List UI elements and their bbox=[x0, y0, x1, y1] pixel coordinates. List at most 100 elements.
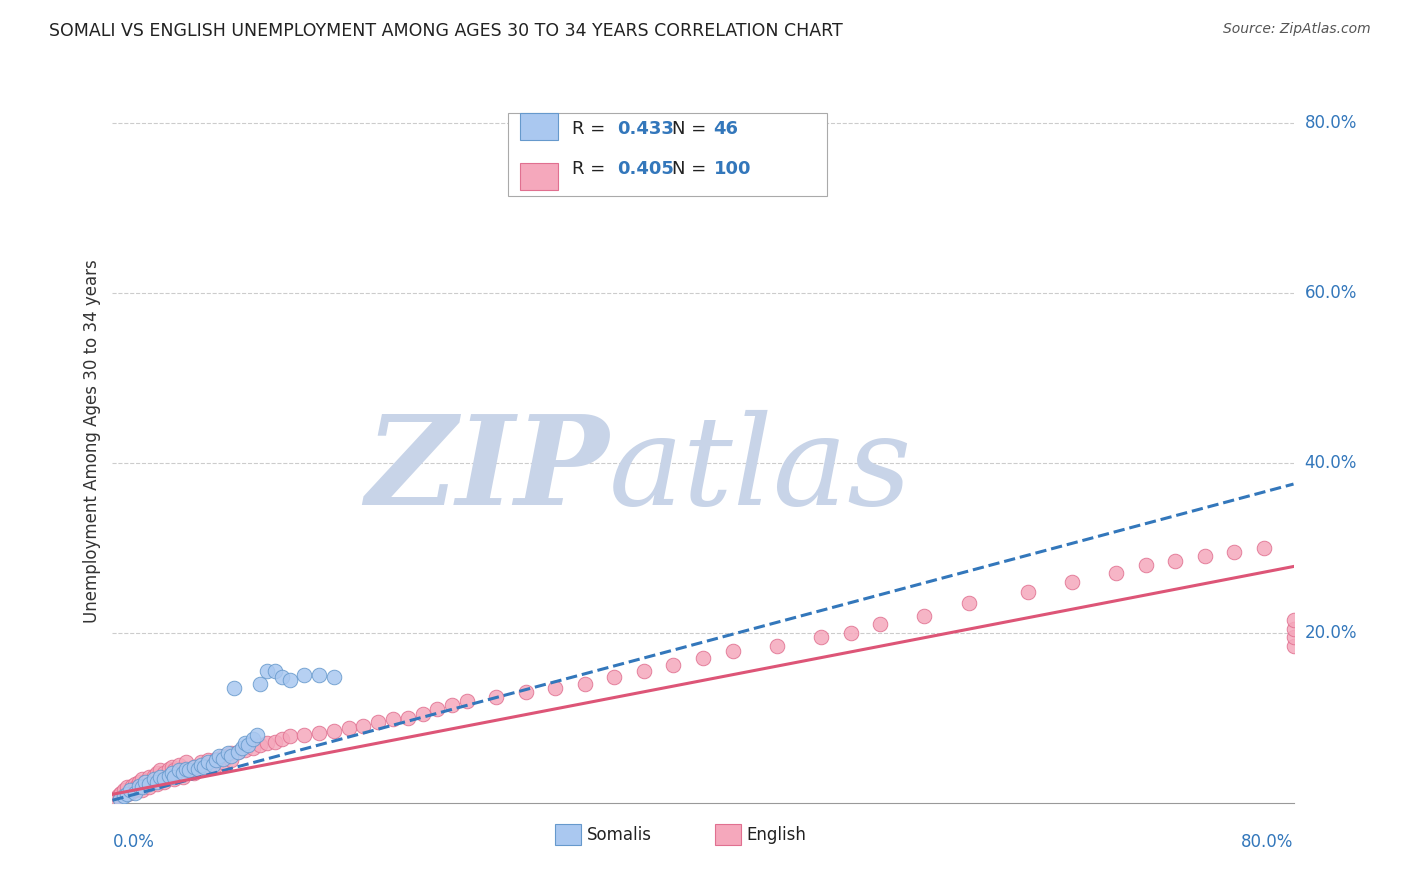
Point bbox=[485, 690, 508, 704]
FancyBboxPatch shape bbox=[555, 824, 581, 845]
Text: 60.0%: 60.0% bbox=[1305, 284, 1357, 301]
Point bbox=[219, 753, 242, 767]
Point bbox=[163, 764, 186, 778]
Point bbox=[1062, 574, 1084, 589]
Point bbox=[174, 755, 197, 769]
Point bbox=[117, 787, 138, 801]
Point bbox=[134, 779, 156, 793]
Point bbox=[190, 757, 212, 772]
Point bbox=[117, 780, 138, 795]
Text: N =: N = bbox=[672, 161, 707, 178]
Point bbox=[138, 770, 160, 784]
Point bbox=[131, 772, 153, 786]
Text: R =: R = bbox=[572, 161, 610, 178]
Point bbox=[839, 625, 862, 640]
Point bbox=[111, 789, 134, 803]
Text: 80.0%: 80.0% bbox=[1241, 833, 1294, 851]
Point bbox=[1282, 639, 1305, 653]
Point bbox=[125, 780, 148, 795]
Point bbox=[134, 774, 156, 789]
Point bbox=[142, 774, 165, 789]
Point bbox=[110, 786, 132, 800]
Point bbox=[456, 694, 478, 708]
Point bbox=[238, 738, 260, 752]
Text: 0.0%: 0.0% bbox=[112, 833, 155, 851]
Point bbox=[271, 732, 294, 747]
Point bbox=[163, 772, 186, 786]
Point bbox=[662, 658, 685, 673]
Point bbox=[233, 743, 256, 757]
Point bbox=[515, 685, 537, 699]
Point bbox=[810, 630, 832, 644]
Point bbox=[112, 789, 135, 803]
Point bbox=[242, 740, 264, 755]
Point bbox=[411, 706, 433, 721]
Text: ZIP: ZIP bbox=[364, 409, 609, 532]
Point bbox=[124, 786, 146, 800]
Point bbox=[352, 719, 374, 733]
Point bbox=[256, 736, 278, 750]
Point bbox=[174, 762, 197, 776]
Point bbox=[222, 681, 245, 695]
Point bbox=[190, 755, 212, 769]
Point bbox=[205, 751, 228, 765]
Point bbox=[163, 770, 186, 784]
Point bbox=[396, 711, 419, 725]
Point bbox=[128, 779, 150, 793]
Point bbox=[264, 664, 287, 678]
Text: N =: N = bbox=[672, 120, 707, 137]
Text: 40.0%: 40.0% bbox=[1305, 454, 1357, 472]
Text: R =: R = bbox=[572, 120, 610, 137]
Point bbox=[633, 664, 655, 678]
Text: 20.0%: 20.0% bbox=[1305, 624, 1357, 642]
Point bbox=[231, 740, 253, 755]
Point bbox=[382, 713, 405, 727]
Point bbox=[1017, 585, 1039, 599]
Point bbox=[120, 786, 142, 800]
Point bbox=[160, 769, 183, 783]
Point bbox=[205, 757, 228, 772]
Point bbox=[1223, 545, 1246, 559]
Point bbox=[426, 702, 449, 716]
Point bbox=[233, 736, 256, 750]
Point bbox=[104, 791, 127, 805]
Point bbox=[208, 749, 231, 764]
Point bbox=[242, 732, 264, 747]
Point bbox=[197, 755, 219, 769]
Point bbox=[138, 777, 160, 791]
Point bbox=[197, 753, 219, 767]
Point bbox=[256, 664, 278, 678]
FancyBboxPatch shape bbox=[508, 112, 827, 196]
Point bbox=[226, 745, 249, 759]
Point bbox=[367, 714, 389, 729]
Point bbox=[212, 755, 235, 769]
Point bbox=[174, 764, 197, 778]
Point bbox=[128, 779, 150, 793]
Point bbox=[160, 766, 183, 780]
Point bbox=[183, 766, 205, 780]
Text: atlas: atlas bbox=[609, 409, 912, 532]
Point bbox=[323, 670, 346, 684]
Point bbox=[138, 780, 160, 795]
Point bbox=[278, 730, 301, 744]
Point bbox=[142, 769, 165, 783]
Point bbox=[1164, 553, 1187, 567]
Point bbox=[869, 617, 891, 632]
Point bbox=[108, 791, 131, 805]
FancyBboxPatch shape bbox=[520, 162, 558, 190]
Point bbox=[721, 644, 744, 658]
Point bbox=[205, 753, 228, 767]
Text: 0.433: 0.433 bbox=[617, 120, 673, 137]
Text: 100: 100 bbox=[714, 161, 751, 178]
Point bbox=[766, 639, 789, 653]
Point bbox=[190, 762, 212, 776]
Point bbox=[131, 783, 153, 797]
Point bbox=[246, 728, 269, 742]
Point bbox=[134, 774, 156, 789]
Point bbox=[249, 677, 271, 691]
Point bbox=[692, 651, 714, 665]
FancyBboxPatch shape bbox=[714, 824, 741, 845]
Point bbox=[157, 762, 180, 776]
Point bbox=[197, 760, 219, 774]
Point bbox=[212, 751, 235, 765]
